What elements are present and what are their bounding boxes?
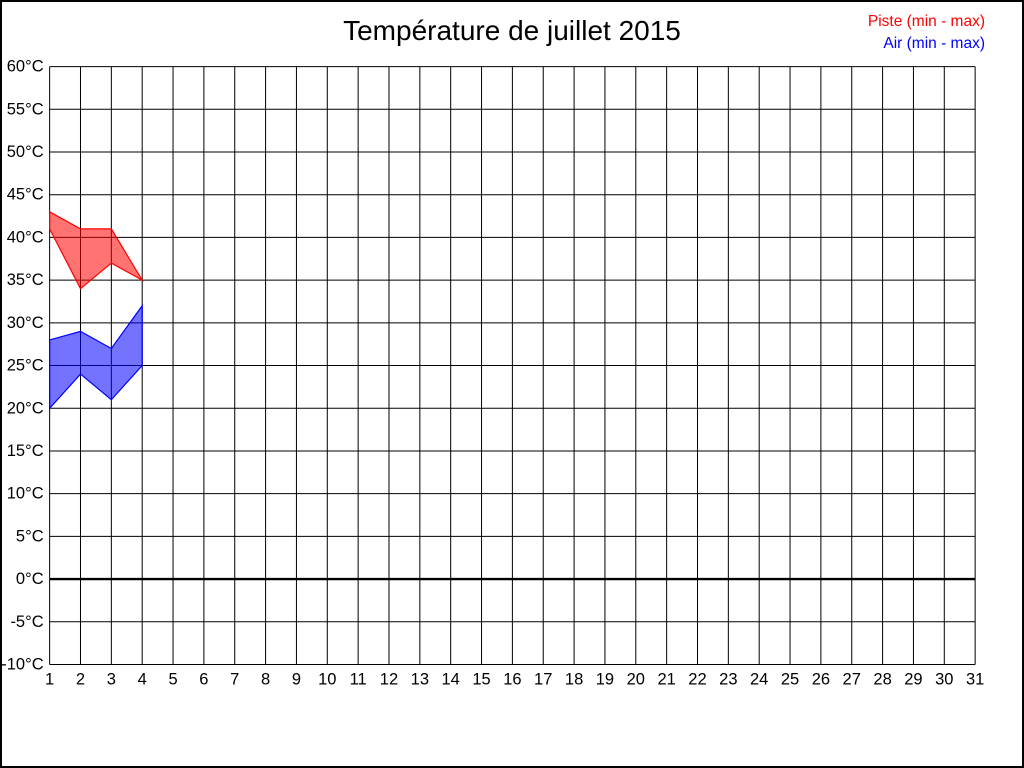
svg-text:17: 17 [534, 671, 552, 689]
svg-text:15: 15 [472, 671, 490, 689]
svg-text:19: 19 [596, 671, 614, 689]
svg-text:Piste (min - max): Piste (min - max) [868, 13, 985, 30]
svg-text:7: 7 [230, 671, 239, 689]
svg-text:5: 5 [168, 671, 177, 689]
svg-text:2: 2 [76, 671, 85, 689]
svg-text:45°C: 45°C [7, 186, 44, 204]
svg-text:20°C: 20°C [7, 399, 44, 417]
svg-text:22: 22 [688, 671, 706, 689]
svg-text:27: 27 [843, 671, 861, 689]
svg-text:10: 10 [318, 671, 336, 689]
svg-text:50°C: 50°C [7, 143, 44, 161]
svg-text:15°C: 15°C [7, 442, 44, 460]
svg-text:16: 16 [503, 671, 521, 689]
svg-text:26: 26 [812, 671, 830, 689]
svg-text:0°C: 0°C [16, 570, 44, 588]
svg-text:6: 6 [199, 671, 208, 689]
svg-text:40°C: 40°C [7, 228, 44, 246]
svg-text:14: 14 [442, 671, 460, 689]
svg-text:30°C: 30°C [7, 314, 44, 332]
svg-text:12: 12 [380, 671, 398, 689]
svg-text:10°C: 10°C [7, 485, 44, 503]
svg-text:13: 13 [411, 671, 429, 689]
svg-text:30: 30 [935, 671, 953, 689]
svg-text:25°C: 25°C [7, 357, 44, 375]
svg-text:-10°C: -10°C [1, 656, 43, 674]
svg-text:3: 3 [107, 671, 116, 689]
svg-text:20: 20 [627, 671, 645, 689]
svg-text:31: 31 [966, 671, 984, 689]
svg-text:35°C: 35°C [7, 271, 44, 289]
svg-text:21: 21 [657, 671, 675, 689]
svg-text:Air (min - max): Air (min - max) [883, 35, 985, 52]
svg-text:55°C: 55°C [7, 100, 44, 118]
svg-text:9: 9 [292, 671, 301, 689]
svg-text:5°C: 5°C [16, 527, 44, 545]
svg-text:25: 25 [781, 671, 799, 689]
svg-text:29: 29 [904, 671, 922, 689]
svg-text:60°C: 60°C [7, 58, 44, 76]
svg-text:-5°C: -5°C [10, 613, 43, 631]
svg-text:4: 4 [138, 671, 147, 689]
svg-text:28: 28 [873, 671, 891, 689]
svg-text:23: 23 [719, 671, 737, 689]
svg-text:11: 11 [350, 671, 367, 689]
svg-text:24: 24 [750, 671, 768, 689]
svg-text:Température de juillet 2015: Température de juillet 2015 [343, 15, 681, 46]
svg-text:1: 1 [45, 671, 54, 689]
svg-text:8: 8 [261, 671, 270, 689]
svg-text:18: 18 [565, 671, 583, 689]
